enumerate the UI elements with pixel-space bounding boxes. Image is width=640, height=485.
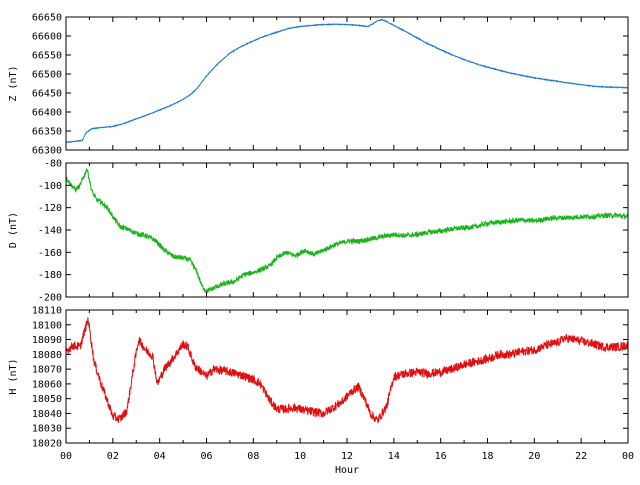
x-tick-label: 14: [388, 451, 400, 462]
x-tick-label: 12: [341, 451, 353, 462]
y-tick-label: 66350: [32, 127, 62, 138]
plot-frame: [65, 309, 629, 444]
x-tick-label: 22: [575, 451, 587, 462]
series-line-h: [65, 317, 629, 424]
y-tick-label: -160: [38, 248, 62, 259]
y-tick-label: -180: [38, 270, 62, 281]
series-line-d: [65, 167, 629, 294]
y-tick-label: 18080: [32, 350, 62, 361]
y-tick-label: -100: [38, 181, 62, 192]
y-tick-label: 18070: [32, 365, 62, 376]
y-axis-label: Z (nT): [8, 65, 19, 101]
x-tick-label: 18: [481, 451, 493, 462]
x-tick-label: 16: [435, 451, 447, 462]
y-tick-label: -140: [38, 226, 62, 237]
x-tick-label: 20: [528, 451, 540, 462]
x-tick-label: 00: [60, 451, 72, 462]
y-tick-label: 18090: [32, 335, 62, 346]
y-tick-label: 66550: [32, 51, 62, 62]
y-tick-label: -80: [44, 159, 62, 170]
series-line-z: [65, 18, 629, 144]
x-tick-label: 08: [247, 451, 259, 462]
y-tick-label: 18040: [32, 409, 62, 420]
x-tick-label: 04: [154, 451, 166, 462]
y-tick-label: 66400: [32, 108, 62, 119]
x-tick-label: 02: [107, 451, 119, 462]
y-tick-label: 66650: [32, 13, 62, 24]
y-tick-label: 66450: [32, 89, 62, 100]
x-tick-label: 10: [294, 451, 306, 462]
y-tick-label: 66300: [32, 146, 62, 157]
y-tick-label: 18110: [32, 306, 62, 317]
plot-frame: [65, 16, 629, 151]
y-tick-label: 18030: [32, 424, 62, 435]
plot-frame: [65, 162, 629, 298]
y-tick-label: 18100: [32, 320, 62, 331]
y-tick-label: 18050: [32, 394, 62, 405]
y-tick-label: 66500: [32, 70, 62, 81]
y-tick-label: 18060: [32, 379, 62, 390]
y-tick-label: -120: [38, 203, 62, 214]
x-axis-label: Hour: [335, 465, 359, 476]
x-tick-label: 00: [622, 451, 634, 462]
y-tick-label: 66600: [32, 32, 62, 43]
y-tick-label: -200: [38, 293, 62, 304]
x-tick-label: 06: [200, 451, 212, 462]
y-tick-label: 18020: [32, 439, 62, 450]
y-axis-label: D (nT): [8, 212, 19, 248]
y-axis-label: H (nT): [8, 358, 19, 394]
